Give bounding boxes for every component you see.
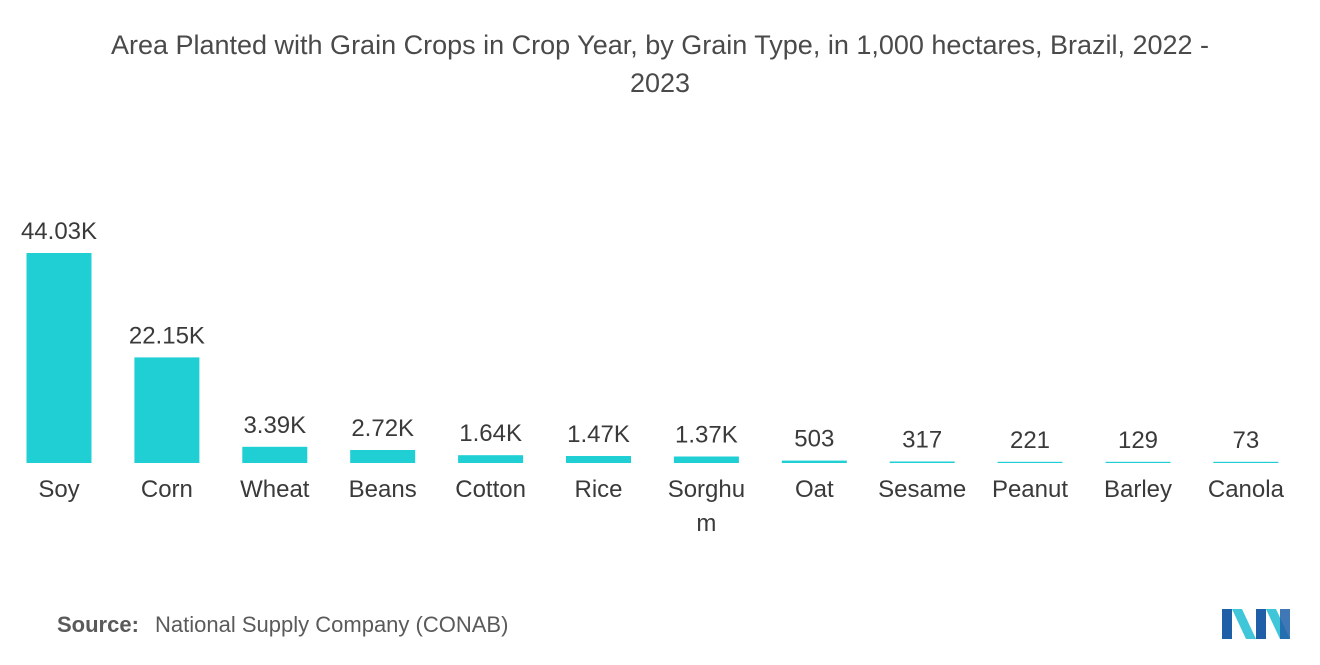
bar-rice xyxy=(566,456,631,463)
value-label-oat: 503 xyxy=(794,426,834,453)
value-label-wheat: 3.39K xyxy=(243,412,306,439)
value-label-barley: 129 xyxy=(1118,427,1158,454)
chart-title: Area Planted with Grain Crops in Crop Ye… xyxy=(0,26,1320,102)
category-labels-group: Soy Corn Wheat Beans Cotton Rice Sorghu m Oat Ses… xyxy=(38,476,1284,537)
value-label-peanut: 221 xyxy=(1010,427,1050,454)
category-label-sesame: Sesame xyxy=(878,476,966,503)
value-label-sorghum: 1.37K xyxy=(675,422,738,449)
category-label-peanut: Peanut xyxy=(992,476,1068,503)
bar-soy xyxy=(26,253,92,463)
bar-sesame xyxy=(889,461,955,463)
source-label: Source: xyxy=(57,612,139,637)
chart-title-line-2: 2023 xyxy=(629,68,691,98)
bar-beans xyxy=(350,450,416,463)
category-label-wheat: Wheat xyxy=(240,476,310,503)
bar-chart: 44.03K 22.15K 3.39K 2.72K 1.64K 1.47K 1.37K 503… xyxy=(21,218,1285,537)
category-label-rice: Rice xyxy=(574,476,622,503)
value-label-corn: 22.15K xyxy=(129,322,205,349)
bar-wheat xyxy=(242,446,308,463)
value-label-canola: 73 xyxy=(1233,427,1260,454)
bars-group xyxy=(26,253,1279,463)
category-label-beans: Beans xyxy=(349,476,417,503)
bar-canola xyxy=(1213,461,1279,463)
value-labels-group: 44.03K 22.15K 3.39K 2.72K 1.64K 1.47K 1.37K 503… xyxy=(21,218,1259,454)
category-label-oat: Oat xyxy=(795,476,834,503)
bar-barley xyxy=(1105,461,1171,463)
category-label-corn: Corn xyxy=(141,476,193,503)
value-label-rice: 1.47K xyxy=(567,421,630,448)
chart-title-line-1: Area Planted with Grain Crops in Crop Ye… xyxy=(110,30,1210,60)
category-label-sorghum: Sorghu m xyxy=(668,476,745,537)
category-label-canola: Canola xyxy=(1208,476,1285,503)
bar-corn xyxy=(134,357,200,463)
bar-sorghum xyxy=(673,456,739,463)
source-note: Source: National Supply Company (CONAB) xyxy=(57,612,508,638)
value-label-beans: 2.72K xyxy=(351,415,414,442)
bar-cotton xyxy=(458,455,524,463)
mordor-intelligence-logo-icon xyxy=(1222,609,1290,639)
bar-oat xyxy=(781,460,847,463)
category-label-soy: Soy xyxy=(38,476,79,503)
bar-peanut xyxy=(997,461,1063,463)
category-label-barley: Barley xyxy=(1104,476,1172,503)
value-label-soy: 44.03K xyxy=(21,218,97,245)
source-text: National Supply Company (CONAB) xyxy=(155,612,509,637)
category-label-cotton: Cotton xyxy=(455,476,526,503)
value-label-cotton: 1.64K xyxy=(459,420,522,447)
value-label-sesame: 317 xyxy=(902,427,942,454)
